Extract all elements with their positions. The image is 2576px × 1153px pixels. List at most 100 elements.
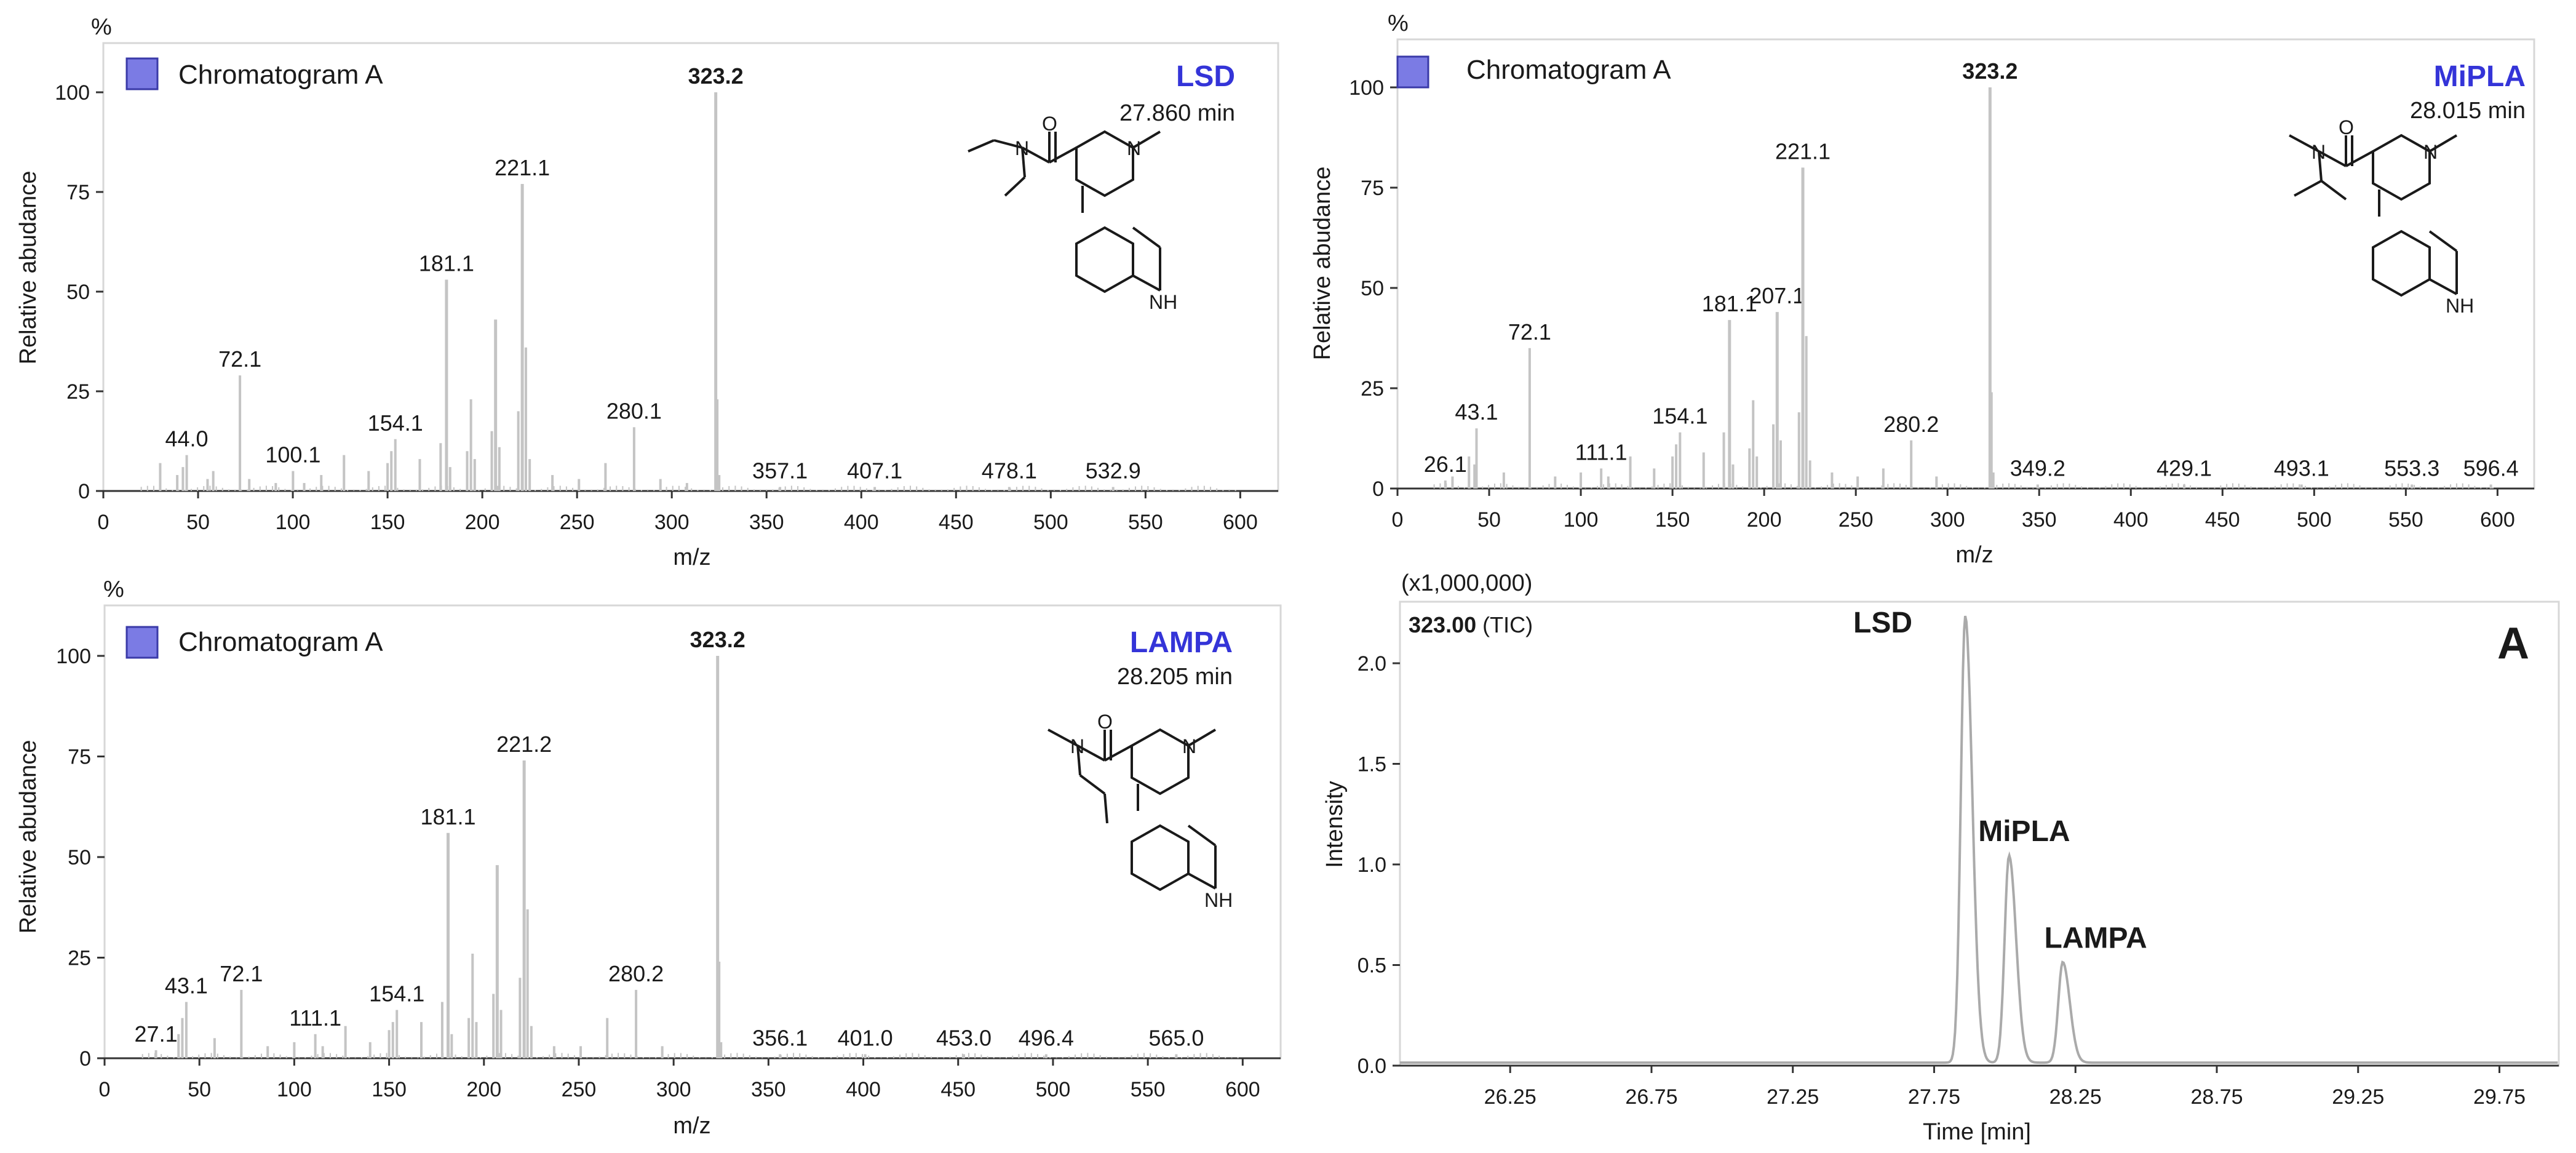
compound-name: LSD — [1176, 60, 1235, 93]
spectrum-lampa: % 27.1 43.1 72.1 111.1 154.1 181.1 221.2 280.2 3… — [15, 576, 1282, 1139]
x-tick-label: 200 — [466, 1078, 501, 1101]
ring-nitrogen-label: N — [1127, 137, 1141, 159]
x-tick-label: 400 — [2113, 508, 2149, 532]
peak-label: 100.1 — [265, 442, 320, 468]
x-tick-label: 150 — [372, 1078, 407, 1101]
peak-label: 356.1 — [752, 1025, 808, 1050]
x-tick-label: 28.75 — [2190, 1085, 2243, 1109]
y-tick-label: 100 — [55, 81, 90, 105]
y-tick-label: 25 — [66, 380, 90, 404]
y-tick-label: 50 — [66, 281, 90, 304]
x-tick-label: 200 — [1747, 508, 1782, 532]
x-tick-label: 250 — [562, 1078, 597, 1101]
y-tick-label: 25 — [1361, 377, 1384, 401]
x-tick-label: 27.25 — [1767, 1085, 1819, 1109]
retention-time: 28.205 min — [1117, 664, 1233, 690]
peak-label: 553.3 — [2384, 455, 2439, 481]
peak-label: 493.1 — [2274, 455, 2329, 481]
legend-label: Chromatogram A — [178, 627, 383, 657]
y-tick-label: 100 — [56, 645, 91, 668]
amide-nitrogen-label: N — [2312, 141, 2326, 163]
x-tick-label: 150 — [1655, 508, 1690, 532]
x-tick-label: 200 — [465, 511, 500, 534]
x-tick-label: 500 — [2297, 508, 2332, 532]
peak-label: 349.2 — [2010, 455, 2065, 481]
y-tick-label: 75 — [68, 746, 91, 769]
peak-label: 154.1 — [1652, 404, 1707, 429]
legend-swatch — [125, 626, 159, 659]
y-axis-label: Relative abudance — [15, 740, 41, 934]
x-tick-label: 500 — [1033, 511, 1068, 534]
x-axis-label: m/z — [673, 545, 710, 570]
peak-label: 532.9 — [1086, 458, 1141, 484]
x-tick-label: 100 — [277, 1078, 312, 1101]
x-tick-label: 27.75 — [1908, 1085, 1960, 1109]
x-tick-label: 0 — [1392, 508, 1404, 532]
peak-label: 401.0 — [838, 1025, 893, 1050]
y-tick-label: 2.0 — [1358, 652, 1386, 676]
x-tick-label: 600 — [1225, 1078, 1260, 1101]
x-axis-label: m/z — [1955, 542, 1993, 568]
peak-label: 221.1 — [1775, 138, 1831, 164]
y-axis-label: Relative abudance — [1310, 167, 1335, 361]
peak-label: 596.4 — [2463, 455, 2519, 481]
x-tick-label: 28.25 — [2049, 1085, 2102, 1109]
peak-label: 429.1 — [2157, 455, 2212, 481]
peak-label: 43.1 — [1455, 399, 1498, 425]
peak-label: 181.1 — [1702, 291, 1757, 316]
y-tick-label: 100 — [1349, 76, 1384, 100]
peak-label: 323.2 — [1962, 58, 2017, 84]
x-axis-label: m/z — [673, 1113, 710, 1139]
x-tick-label: 0 — [99, 1078, 111, 1101]
x-tick-label: 400 — [846, 1078, 881, 1101]
x-tick-label: 350 — [749, 511, 784, 534]
retention-time: 28.015 min — [2410, 98, 2526, 124]
peak-label: 181.1 — [419, 251, 474, 276]
x-tick-label: 550 — [1128, 511, 1163, 534]
oxygen-atom-label: O — [1097, 711, 1113, 733]
spectrum-mipla: % 26.143.172.1111.1154.1181.1207.1221.12… — [1310, 10, 2535, 568]
y-tick-label: 25 — [68, 947, 91, 970]
x-tick-label: 550 — [1131, 1078, 1166, 1101]
indole-nh-label: NH — [2446, 295, 2474, 317]
peak-label: 111.1 — [1575, 439, 1628, 465]
y-tick-label: 50 — [1361, 277, 1384, 300]
peak-label: 72.1 — [220, 961, 263, 986]
peak-label: 26.1 — [1424, 452, 1467, 477]
peak-label: 496.4 — [1019, 1025, 1074, 1050]
plot-area: 27.1 43.1 72.1 111.1 154.1 181.1 221.2 280.2 323… — [56, 627, 1281, 1101]
y-tick-label: 0 — [1372, 477, 1384, 501]
x-tick-label: 150 — [370, 511, 405, 534]
peak-label: 323.2 — [690, 627, 745, 652]
ring-nitrogen-label: N — [1182, 735, 1196, 757]
x-tick-label: 300 — [656, 1078, 691, 1101]
y-tick-label: 0.0 — [1358, 1055, 1386, 1078]
x-tick-label: 50 — [1477, 508, 1501, 532]
retention-time: 27.860 min — [1119, 100, 1235, 126]
x-tick-label: 29.25 — [2332, 1085, 2384, 1109]
peak-label: 280.2 — [1883, 412, 1939, 437]
x-tick-label: 100 — [276, 511, 311, 534]
x-tick-label: 450 — [939, 511, 974, 534]
amide-nitrogen-label: N — [1070, 735, 1084, 757]
x-tick-label: 300 — [1930, 508, 1965, 532]
x-tick-label: 600 — [2480, 508, 2515, 532]
plot-frame — [1396, 38, 2535, 490]
tic-title-suffix: (TIC) — [1482, 612, 1533, 637]
panel-letter: A — [2497, 619, 2529, 668]
x-tick-label: 29.75 — [2473, 1085, 2526, 1109]
compound-name: LAMPA — [1130, 626, 1233, 659]
tic-peak-label: LAMPA — [2045, 922, 2147, 955]
x-tick-label: 550 — [2388, 508, 2423, 532]
spectrum-lsd: % 44.0 72.1 100.1 154.1 181.1 221.1 280.1 323.2… — [15, 14, 1279, 570]
peak-label: 323.2 — [688, 63, 744, 89]
lampa-structure: O N N NH — [1047, 711, 1233, 911]
x-tick-label: 50 — [188, 1078, 211, 1101]
x-tick-label: 350 — [2022, 508, 2057, 532]
peak-label: 357.1 — [752, 458, 808, 484]
x-tick-label: 0 — [98, 511, 109, 534]
peak-label: 565.0 — [1148, 1025, 1204, 1050]
tic-chromatogram: (x1,000,000) LSD MiPLA LAMPA 26.25 26.75 27.2… — [1322, 570, 2560, 1145]
